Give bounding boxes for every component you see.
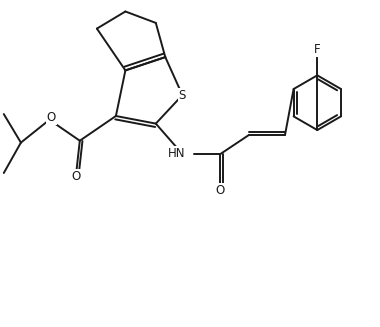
Text: O: O	[71, 170, 81, 183]
Text: O: O	[216, 183, 225, 197]
Text: HN: HN	[168, 147, 185, 160]
Text: S: S	[179, 89, 186, 102]
Text: F: F	[314, 43, 321, 56]
Text: O: O	[47, 112, 56, 124]
